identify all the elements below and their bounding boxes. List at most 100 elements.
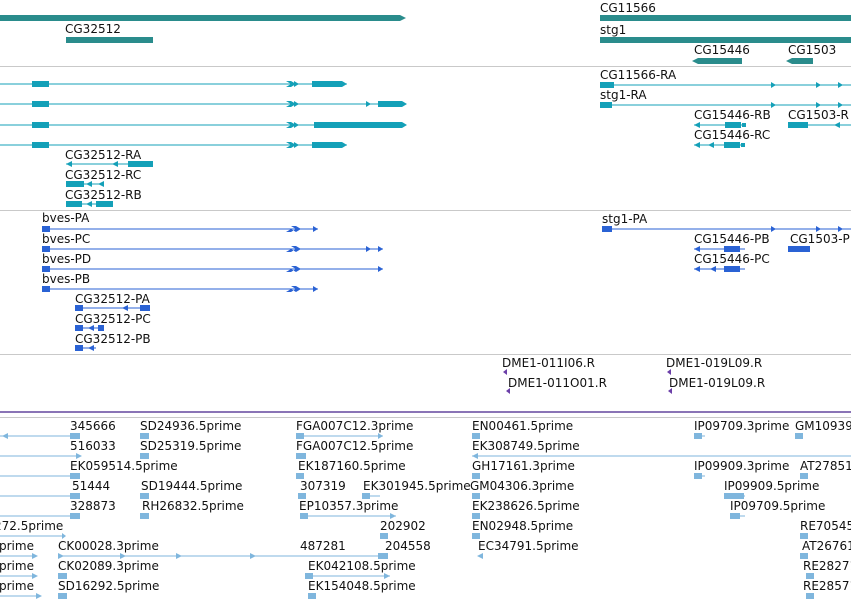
est-label[interactable]: IP09709.3prime bbox=[694, 419, 790, 433]
gene-label[interactable]: CG32512 bbox=[65, 22, 121, 36]
est-row-6[interactable] bbox=[0, 533, 808, 539]
marker-label[interactable]: DME1-011O01.R bbox=[508, 376, 607, 390]
est-row-8[interactable] bbox=[0, 573, 814, 579]
transcript-label[interactable]: CG32512-RB bbox=[65, 188, 142, 202]
est-label[interactable]: 51444 bbox=[72, 479, 111, 493]
est-label[interactable]: EK308749.5prime bbox=[472, 439, 580, 453]
est-label[interactable]: IP09709.5prime bbox=[730, 499, 826, 513]
transcript-stg1-RA-glyph[interactable] bbox=[600, 102, 851, 108]
protein-label[interactable]: bves-PD bbox=[42, 252, 92, 266]
est-label[interactable]: EK059514.5prime bbox=[70, 459, 178, 473]
est-label[interactable]: EC34791.5prime bbox=[478, 539, 579, 553]
est-label[interactable]: IP09909.3prime bbox=[694, 459, 790, 473]
est-label[interactable]: CK00028.3prime bbox=[58, 539, 159, 553]
est-row-7[interactable] bbox=[0, 553, 808, 559]
transcript-bves-RC-glyph[interactable] bbox=[0, 101, 407, 107]
est-label[interactable]: AT26761 bbox=[802, 539, 851, 553]
protein-bves-PA-glyph[interactable] bbox=[42, 226, 318, 232]
marker-DME1-011I06-glyph[interactable] bbox=[503, 369, 507, 375]
protein-label[interactable]: stg1-PA bbox=[602, 212, 648, 226]
est-label[interactable]: 202902 bbox=[380, 519, 426, 533]
protein-CG15446-PB-glyph[interactable] bbox=[694, 246, 745, 252]
protein-label[interactable]: bves-PB bbox=[42, 272, 91, 286]
est-label[interactable]: SD25319.5prime bbox=[140, 439, 242, 453]
est-label[interactable]: RE70545 bbox=[800, 519, 851, 533]
est-label[interactable]: IP09909.5prime bbox=[724, 479, 820, 493]
protein-CG1503-P-glyph[interactable] bbox=[788, 246, 810, 252]
marker-DME1-019L09-glyph[interactable] bbox=[667, 369, 671, 375]
est-label[interactable]: EP10357.3prime bbox=[299, 499, 399, 513]
protein-bves-PD-glyph[interactable] bbox=[42, 266, 383, 272]
transcript-CG32512-RC-glyph[interactable] bbox=[66, 181, 104, 187]
transcript-label[interactable]: stg1-RA bbox=[600, 88, 647, 102]
gene-bves-span[interactable] bbox=[0, 15, 406, 21]
est-label[interactable]: 272.5prime bbox=[0, 519, 64, 533]
protein-label[interactable]: CG32512-PC bbox=[75, 312, 151, 326]
gene-label[interactable]: stg1 bbox=[600, 23, 627, 37]
est-label[interactable]: 516033 bbox=[70, 439, 116, 453]
est-label[interactable]: AT27851 bbox=[800, 459, 851, 473]
transcript-label[interactable]: CG11566-RA bbox=[600, 68, 677, 82]
est-label[interactable]: EK301945.5prime bbox=[363, 479, 471, 493]
est-label[interactable]: GM04306.3prime bbox=[470, 479, 575, 493]
protein-label[interactable]: CG32512-PA bbox=[75, 292, 150, 306]
est-label[interactable]: EK042108.5prime bbox=[308, 559, 416, 573]
transcript-label[interactable]: CG1503-R bbox=[788, 108, 849, 122]
est-label[interactable]: RH26832.5prime bbox=[142, 499, 244, 513]
est-label[interactable]: FGA007C12.5prime bbox=[296, 439, 414, 453]
est-label[interactable]: SD19444.5prime bbox=[141, 479, 243, 493]
est-row-3[interactable] bbox=[0, 473, 808, 479]
transcript-CG32512-RB-glyph[interactable] bbox=[66, 201, 113, 207]
est-label[interactable]: 345666 bbox=[70, 419, 116, 433]
est-label[interactable]: SD24936.5prime bbox=[140, 419, 242, 433]
est-label[interactable]: prime bbox=[0, 559, 34, 573]
est-row-4[interactable] bbox=[0, 493, 745, 499]
gene-CG32512-span[interactable] bbox=[66, 37, 153, 43]
est-label[interactable]: RE28571 bbox=[803, 579, 851, 593]
marker-label[interactable]: DME1-011I06.R bbox=[502, 356, 596, 370]
gene-label[interactable]: CG1503 bbox=[788, 43, 837, 57]
marker-DME1-011O01-glyph[interactable] bbox=[506, 388, 510, 394]
protein-CG32512-PB-glyph[interactable] bbox=[75, 345, 96, 351]
est-label[interactable]: GM10939 bbox=[795, 419, 851, 433]
est-label[interactable]: GH17161.3prime bbox=[472, 459, 575, 473]
est-label[interactable]: RE28271 bbox=[803, 559, 851, 573]
est-row-2[interactable] bbox=[0, 453, 851, 459]
est-label[interactable]: 204558 bbox=[385, 539, 431, 553]
est-label[interactable]: prime bbox=[0, 579, 34, 593]
marker-label[interactable]: DME1-019L09.R bbox=[666, 356, 763, 370]
est-label[interactable]: FGA007C12.3prime bbox=[296, 419, 414, 433]
est-row-9[interactable] bbox=[0, 593, 814, 599]
transcript-CG1503-R-glyph[interactable] bbox=[788, 122, 851, 128]
est-label[interactable]: 328873 bbox=[70, 499, 116, 513]
protein-bves-PC-glyph[interactable] bbox=[42, 246, 383, 252]
transcript-CG11566-RA-glyph[interactable] bbox=[600, 82, 851, 88]
transcript-CG15446-RC-glyph[interactable] bbox=[694, 142, 745, 148]
est-label[interactable]: prime bbox=[0, 539, 34, 553]
gene-CG1503-span[interactable] bbox=[786, 58, 813, 64]
transcript-CG32512-RA-glyph[interactable] bbox=[66, 161, 153, 167]
protein-CG32512-PC-glyph[interactable] bbox=[75, 325, 104, 331]
est-row-5[interactable] bbox=[0, 513, 745, 519]
est-label[interactable]: 307319 bbox=[300, 479, 346, 493]
est-label[interactable]: SD16292.5prime bbox=[58, 579, 160, 593]
protein-label[interactable]: bves-PC bbox=[42, 232, 91, 246]
est-label[interactable]: EN00461.5prime bbox=[472, 419, 574, 433]
est-row-1[interactable] bbox=[0, 433, 803, 439]
protein-label[interactable]: CG1503-P bbox=[790, 232, 850, 246]
protein-bves-PB-glyph[interactable] bbox=[42, 286, 318, 292]
protein-label[interactable]: CG15446-PB bbox=[694, 232, 770, 246]
est-label[interactable]: 487281 bbox=[300, 539, 346, 553]
transcript-label[interactable]: CG32512-RA bbox=[65, 148, 142, 162]
transcript-CG15446-RB-glyph[interactable] bbox=[694, 122, 746, 128]
transcript-label[interactable]: CG15446-RB bbox=[694, 108, 771, 122]
marker-label[interactable]: DME1-019L09.R bbox=[669, 376, 766, 390]
transcript-label[interactable]: CG32512-RC bbox=[65, 168, 142, 182]
protein-label[interactable]: bves-PA bbox=[42, 211, 90, 225]
transcript-bves-RA-glyph[interactable] bbox=[0, 81, 347, 87]
protein-stg1-PA-glyph[interactable] bbox=[602, 226, 851, 232]
transcript-bves-RD-glyph[interactable] bbox=[0, 122, 407, 128]
est-label[interactable]: EK238626.5prime bbox=[472, 499, 580, 513]
gene-stg1-span[interactable] bbox=[600, 37, 851, 43]
protein-CG32512-PA-glyph[interactable] bbox=[75, 305, 150, 311]
